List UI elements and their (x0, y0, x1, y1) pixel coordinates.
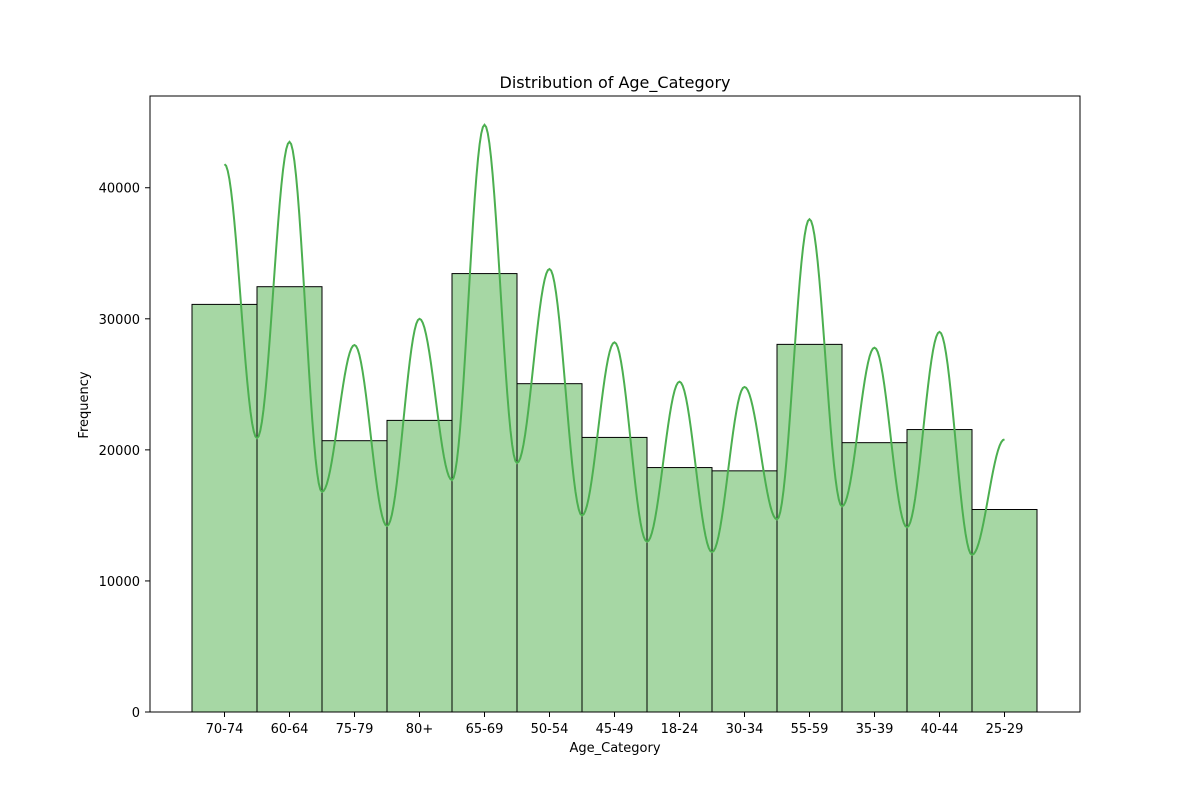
bars-layer (191, 273, 1038, 713)
y-tick-label: 10000 (99, 575, 140, 590)
x-tick-label: 35-39 (856, 722, 894, 737)
bar-80+ (386, 419, 453, 713)
x-axis-label: Age_Category (569, 741, 660, 756)
kde-line (223, 123, 1005, 556)
y-tick-label: 40000 (99, 182, 140, 197)
y-axis-label: Frequency (77, 371, 92, 438)
x-tick-label: 80+ (406, 722, 433, 737)
x-tick-label: 60-64 (271, 722, 309, 737)
x-tick-label: 30-34 (726, 722, 764, 737)
x-tick-label: 40-44 (921, 722, 959, 737)
x-tick-label: 25-29 (986, 722, 1024, 737)
y-tick-label: 20000 (99, 444, 140, 459)
x-tick-label: 70-74 (206, 722, 244, 737)
y-tick-label: 30000 (99, 313, 140, 328)
y-axis: 0 10000 20000 30000 40000 (99, 182, 150, 721)
x-tick-label: 50-54 (531, 722, 569, 737)
y-tick-label: 0 (132, 706, 140, 721)
bar-70-74 (191, 303, 258, 713)
x-tick-label: 45-49 (596, 722, 634, 737)
x-tick-label: 18-24 (661, 722, 699, 737)
chart-title: Distribution of Age_Category (500, 73, 731, 93)
x-tick-label: 75-79 (336, 722, 374, 737)
kde-layer (223, 123, 1005, 556)
bar-60-64 (256, 286, 323, 713)
bar-30-34 (711, 470, 778, 713)
bar-55-59 (776, 343, 843, 713)
x-tick-label: 65-69 (466, 722, 504, 737)
bar-25-29 (971, 509, 1038, 713)
x-tick-label: 55-59 (791, 722, 829, 737)
x-axis: 70-74 60-64 75-79 80+ 65-69 50-54 45-49 18-24 30… (206, 712, 1024, 737)
bar-40-44 (906, 429, 973, 713)
bar-65-69 (451, 273, 518, 713)
bar-50-54 (516, 383, 583, 713)
